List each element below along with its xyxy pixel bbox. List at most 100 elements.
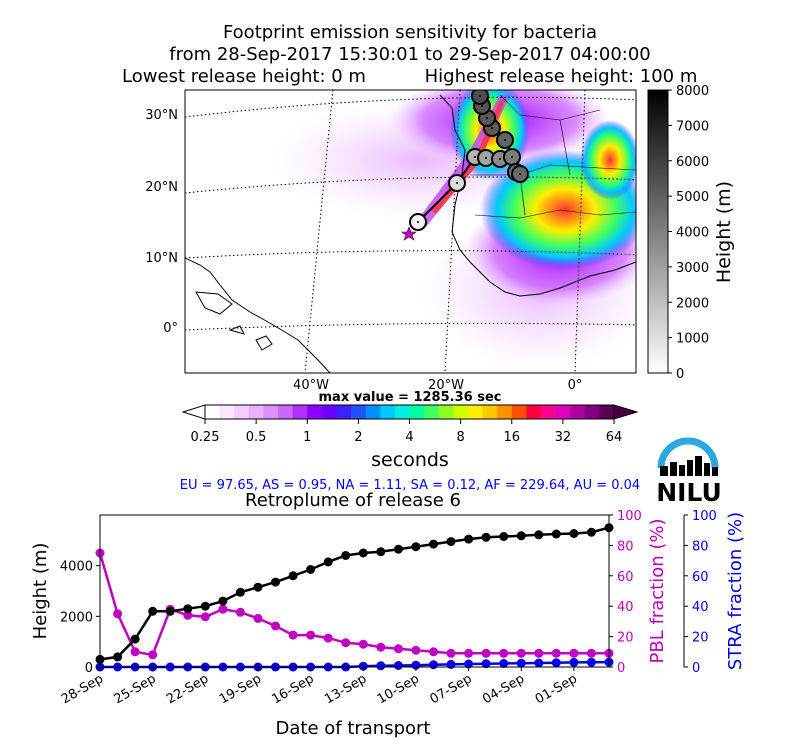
height-tick-label: 6000 — [676, 155, 709, 170]
logo-skyline-icon — [660, 456, 718, 476]
trajectory-marker-dot — [504, 139, 506, 141]
seconds-colorbar-ticks: 0.25 0.5 1 2 4 8 16 32 64 — [191, 419, 622, 445]
trajectory-marker-dot — [479, 95, 481, 97]
title-line-3-right: Highest release height: 100 m — [425, 66, 698, 87]
data-point-pbl-fraction — [358, 639, 368, 649]
data-point-pbl-fraction — [235, 607, 245, 617]
height-colorbar-ticks: 0 1000 2000 3000 4000 5000 6000 7000 8000 — [668, 84, 709, 382]
latitude-labels: 30°N 20°N 10°N 0° — [145, 108, 178, 336]
y2-tick-label: 0 — [617, 661, 625, 676]
colorbar-cell — [438, 405, 454, 419]
data-point-stra-fraction — [534, 658, 544, 668]
data-point-pbl-fraction — [446, 648, 456, 658]
data-point-height — [586, 527, 596, 537]
y3-tick-label: 0 — [692, 661, 700, 676]
country-borders — [470, 94, 636, 219]
height-colorbar-label: Height (m) — [713, 181, 735, 283]
data-point-pbl-fraction — [306, 630, 316, 640]
trajectory-marker-dot — [417, 221, 419, 223]
data-point-pbl-fraction — [288, 630, 298, 640]
colorbar-cell — [409, 405, 425, 419]
data-point-stra-fraction — [358, 661, 368, 671]
data-point-pbl-fraction — [429, 647, 438, 657]
colorbar-extend-low — [181, 404, 206, 420]
x-tick-label: 16-Sep — [269, 671, 316, 707]
map-frame — [184, 89, 637, 374]
data-point-height — [358, 548, 368, 558]
chart-frame — [99, 514, 610, 668]
colorbar-cell — [380, 405, 396, 419]
data-point-stra-fraction — [464, 659, 474, 669]
data-point-pbl-fraction — [253, 613, 263, 623]
lon-label-0: 0° — [568, 378, 583, 393]
seconds-tick-label: 2 — [354, 430, 362, 445]
height-colorbar: 0 1000 2000 3000 4000 5000 6000 7000 8000 Height… — [647, 84, 735, 382]
x-tick-label: 07-Sep — [427, 671, 474, 707]
data-point-pbl-fraction — [411, 645, 421, 655]
colorbar-cell — [394, 405, 410, 419]
release-star-icon — [401, 226, 417, 241]
lon-label-20w: 20°W — [428, 378, 464, 393]
data-point-stra-fraction — [376, 661, 386, 671]
data-point-pbl-fraction — [586, 648, 596, 658]
y2-tick-label: 60 — [617, 570, 634, 585]
y3-tick-label: 60 — [692, 570, 709, 585]
region-fractions: EU = 97.65, AS = 0.95, NA = 1.11, SA = 0… — [180, 478, 640, 493]
data-point-pbl-fraction — [481, 648, 491, 658]
y2-tick-label: 100 — [617, 509, 642, 524]
data-point-pbl-fraction — [569, 648, 579, 658]
data-point-pbl-fraction — [200, 612, 210, 622]
x-tick-label: 22-Sep — [164, 671, 211, 707]
seconds-tick-label: 0.25 — [191, 430, 220, 445]
data-point-height — [481, 532, 491, 542]
colorbar-cell — [365, 405, 381, 419]
data-point-height — [393, 544, 403, 554]
data-point-height — [516, 531, 526, 541]
seconds-tick-label: 8 — [456, 430, 464, 445]
x-tick-label: 28-Sep — [59, 671, 106, 707]
colorbar-cell — [599, 405, 615, 419]
colorbar-cell — [263, 405, 279, 419]
lon-label-40w: 40°W — [293, 378, 329, 393]
chart-y2-label: PBL fraction (%) — [647, 519, 668, 664]
data-point-stra-fraction — [516, 658, 526, 668]
chart-title: Retroplume of release 6 — [245, 490, 461, 511]
data-point-stra-fraction — [569, 657, 579, 667]
logo-arc-icon — [657, 437, 719, 469]
data-point-pbl-fraction — [130, 647, 140, 657]
data-point-pbl-fraction — [218, 604, 228, 614]
seconds-tick-label: 16 — [503, 430, 520, 445]
data-point-height — [323, 557, 333, 567]
colorbar-cell — [424, 405, 440, 419]
data-point-pbl-fraction — [148, 650, 158, 660]
colorbar-cell — [453, 405, 469, 419]
data-point-height — [499, 532, 509, 541]
title-line-1: Footprint emission sensitivity for bacte… — [223, 22, 597, 43]
lat-label-30n: 30°N — [145, 108, 178, 123]
colorbar-cell — [248, 405, 264, 419]
data-point-pbl-fraction — [271, 621, 280, 631]
data-point-height — [165, 606, 175, 616]
trajectory-marker-dot — [519, 173, 521, 175]
trajectory-marker-dot — [456, 182, 458, 184]
lat-label-20n: 20°N — [145, 180, 178, 195]
footprint-plume — [185, 90, 636, 373]
colorbar-cell — [482, 405, 498, 419]
height-tick-label: 5000 — [676, 190, 709, 205]
trajectory-marker-dot — [486, 117, 488, 119]
title-line-3-left: Lowest release height: 0 m — [122, 66, 366, 87]
colorbar-cell — [570, 405, 586, 419]
y3-tick-label: 80 — [692, 539, 709, 554]
retroplume-chart: Retroplume of release 6 0 2000 4000 0 20 40 60… — [30, 490, 746, 739]
data-point-height — [253, 582, 263, 592]
x-tick-label: 10-Sep — [375, 671, 422, 707]
colorbar-cell — [321, 405, 337, 419]
chart-x-label: Date of transport — [276, 718, 431, 739]
trajectory-marker-dot — [491, 127, 493, 129]
data-point-pbl-fraction — [393, 644, 403, 654]
data-point-height — [148, 606, 158, 616]
colorbar-cell — [292, 405, 308, 419]
seconds-tick-label: 0.5 — [246, 430, 267, 445]
data-point-height — [271, 577, 280, 587]
colorbar-cell — [205, 405, 221, 419]
